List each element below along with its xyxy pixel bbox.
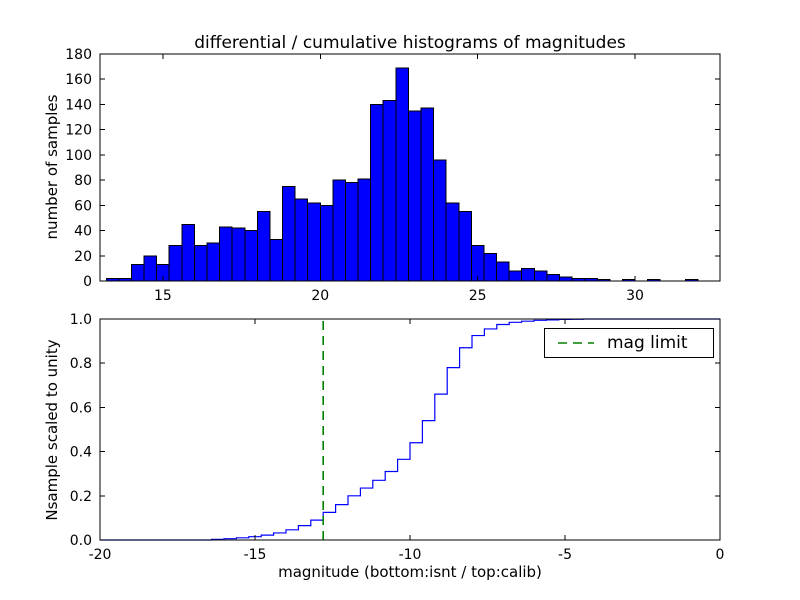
- histogram-bar: [332, 179, 346, 282]
- histogram-bar: [143, 255, 158, 282]
- y-tick-label: 140: [65, 97, 92, 113]
- x-tick-label: 30: [626, 288, 644, 304]
- x-tick-label: -15: [244, 547, 267, 563]
- y-tick-label: 20: [74, 249, 92, 265]
- y-tick-label: 0.8: [70, 356, 92, 372]
- histogram-bar: [256, 211, 271, 282]
- histogram-bar: [269, 238, 284, 282]
- histogram-bar: [395, 67, 409, 282]
- histogram-bar: [307, 202, 321, 282]
- histogram-bar: [407, 110, 422, 282]
- x-tick-label: -10: [399, 547, 422, 563]
- histogram-bar: [483, 252, 498, 282]
- histogram-bar: [168, 245, 183, 282]
- histogram-bar: [382, 100, 397, 282]
- histogram-bar: [231, 227, 246, 282]
- y-tick-label: 60: [74, 198, 92, 214]
- mag-limit-line-sample-icon: [558, 342, 594, 344]
- histogram-bar: [445, 202, 460, 282]
- histogram-bar: [282, 185, 296, 282]
- histogram-bar: [470, 245, 485, 282]
- histogram-bar: [219, 226, 233, 282]
- axes-frame: [99, 53, 721, 282]
- y-tick-label: 0.0: [70, 533, 92, 549]
- histogram-bar: [533, 270, 548, 282]
- histogram-bar: [344, 182, 359, 282]
- chart-title: differential / cumulative histograms of …: [194, 33, 626, 53]
- y-tick-label: 100: [65, 148, 92, 164]
- histogram-bar: [319, 204, 334, 282]
- histogram-bar: [181, 223, 195, 282]
- histogram-bar: [357, 178, 372, 282]
- x-tick-label: -5: [558, 547, 572, 563]
- histogram-bar: [206, 242, 221, 282]
- bottom-y-axis-label: Nsample scaled to unity: [43, 339, 61, 521]
- y-tick-label: 120: [65, 123, 92, 139]
- y-tick-label: 160: [65, 72, 92, 88]
- legend: mag limit: [544, 328, 714, 358]
- bottom-x-axis-label: magnitude (bottom:isnt / top:calib): [278, 563, 542, 581]
- y-tick-label: 40: [74, 224, 92, 240]
- histogram-bar: [433, 159, 447, 282]
- x-tick-label: 0: [716, 547, 725, 563]
- histogram-bar: [420, 107, 435, 282]
- histogram-bar: [458, 211, 472, 282]
- y-tick-label: 0.2: [70, 489, 92, 505]
- x-tick-label: 25: [469, 288, 487, 304]
- y-tick-label: 80: [74, 173, 92, 189]
- histogram-bar: [370, 103, 384, 282]
- histogram-bar: [558, 276, 573, 282]
- histogram-bar: [546, 274, 560, 282]
- x-tick-label: -20: [89, 547, 112, 563]
- histogram-bar: [521, 267, 535, 282]
- histogram-bar: [294, 198, 309, 282]
- legend-label: mag limit: [607, 333, 688, 353]
- y-tick-label: 0: [83, 274, 92, 290]
- histogram-bar: [130, 264, 145, 282]
- y-tick-label: 180: [65, 47, 92, 63]
- histogram-bar: [244, 230, 258, 282]
- y-tick-label: 0.4: [70, 445, 92, 461]
- x-tick-label: 20: [311, 288, 329, 304]
- y-tick-label: 0.6: [70, 400, 92, 416]
- top-y-axis-label: number of samples: [43, 94, 61, 240]
- histogram-bar: [508, 270, 523, 282]
- histogram-bar: [496, 261, 510, 282]
- cumulative-step-line: [100, 318, 720, 541]
- x-tick-label: 15: [154, 288, 172, 304]
- y-tick-label: 1.0: [70, 312, 92, 328]
- histogram-bar: [193, 245, 208, 282]
